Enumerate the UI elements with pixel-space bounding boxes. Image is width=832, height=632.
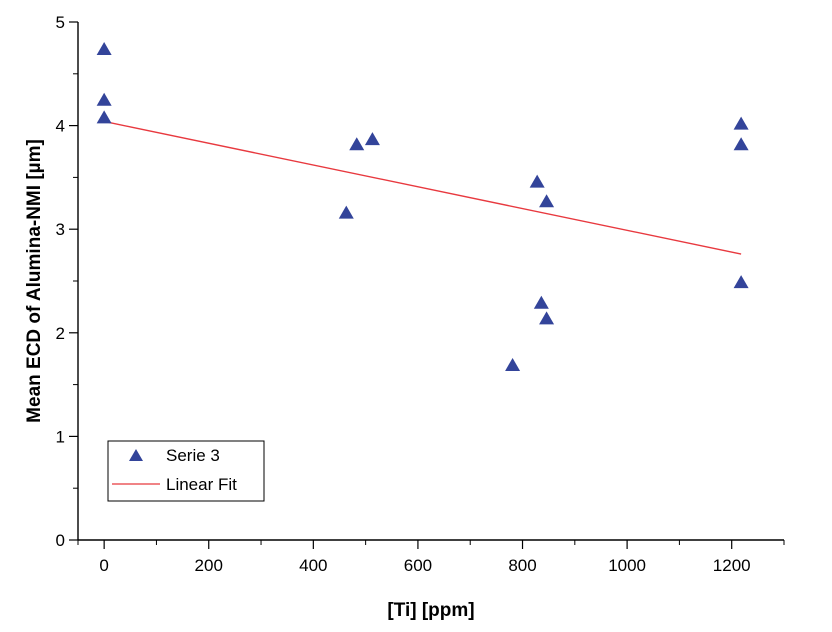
legend: Serie 3 Linear Fit bbox=[107, 440, 265, 502]
data-point bbox=[364, 132, 380, 146]
y-tick-label: 3 bbox=[56, 220, 65, 239]
data-point bbox=[349, 137, 365, 151]
y-tick-label: 4 bbox=[56, 117, 65, 136]
legend-label-fit: Linear Fit bbox=[166, 475, 237, 494]
x-axis-title: [Ti] [ppm] bbox=[387, 600, 474, 621]
linear-fit-layer bbox=[104, 120, 742, 255]
data-point bbox=[505, 357, 521, 371]
y-tick-label: 2 bbox=[56, 324, 65, 343]
data-point bbox=[733, 116, 749, 130]
linear-fit-line bbox=[104, 120, 742, 255]
data-point bbox=[96, 110, 112, 124]
x-tick-label: 400 bbox=[299, 556, 327, 575]
legend-box bbox=[107, 440, 265, 502]
x-tick-label: 0 bbox=[99, 556, 108, 575]
legend-triangle-marker bbox=[129, 449, 143, 461]
y-tick-labels: 0 1 2 3 4 5 bbox=[56, 13, 65, 550]
data-point bbox=[96, 41, 112, 55]
data-point bbox=[539, 194, 555, 208]
y-axis-title: Mean ECD of Alumina-NMI [µm] bbox=[24, 139, 45, 423]
data-point bbox=[733, 137, 749, 151]
data-point bbox=[529, 174, 545, 188]
x-tick-labels: 0 200 400 600 800 1000 1200 bbox=[99, 556, 750, 575]
y-tick-label: 5 bbox=[56, 13, 65, 32]
data-point bbox=[539, 311, 555, 325]
legend-label-serie: Serie 3 bbox=[166, 446, 220, 465]
data-point bbox=[96, 92, 112, 106]
x-tick-label: 600 bbox=[404, 556, 432, 575]
data-point bbox=[533, 295, 549, 309]
x-tick-label: 1200 bbox=[713, 556, 751, 575]
x-tick-label: 800 bbox=[508, 556, 536, 575]
x-tick-label: 200 bbox=[195, 556, 223, 575]
y-tick-label: 1 bbox=[56, 427, 65, 446]
x-tick-label: 1000 bbox=[608, 556, 646, 575]
data-points bbox=[96, 41, 749, 371]
y-tick-label: 0 bbox=[56, 531, 65, 550]
axis-ticks bbox=[69, 21, 785, 549]
data-point bbox=[338, 205, 354, 219]
data-point bbox=[733, 275, 749, 289]
